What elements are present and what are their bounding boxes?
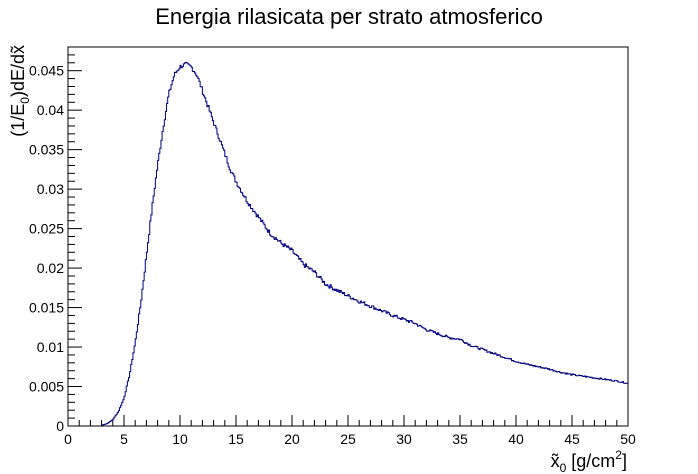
x-axis-label: x̃0 [g/cm2] <box>551 448 627 474</box>
x-tick-label: 20 <box>284 431 300 447</box>
x-axis-label-end: ] <box>622 451 627 471</box>
y-tick-label: 0.04 <box>37 102 64 118</box>
y-axis-label: (1/E0)dE/dx̃ <box>8 45 32 137</box>
x-tick-label: 15 <box>228 431 244 447</box>
y-tick-label: 0.045 <box>29 63 64 79</box>
y-tick-label: 0.015 <box>29 300 64 316</box>
y-tick-label: 0.025 <box>29 221 64 237</box>
x-axis-label-main: x̃ <box>551 451 560 471</box>
y-tick-label: 0.03 <box>37 181 64 197</box>
x-tick-label: 40 <box>508 431 524 447</box>
series-group <box>101 61 628 426</box>
x-axis-label-sub: 0 <box>560 461 567 474</box>
x-tick-label: 10 <box>172 431 188 447</box>
x-tick-label: 45 <box>564 431 580 447</box>
x-axis-label-rest: [g/cm <box>566 451 615 471</box>
y-axis: 0 0.005 0.01 0.015 0.02 0.025 0.03 0.035 0.04 0.0… <box>29 46 82 434</box>
x-tick-label: 50 <box>620 431 636 447</box>
y-axis-label-pre: (1/E <box>8 104 28 137</box>
chart-title: Energia rilasicata per strato atmosferic… <box>155 4 543 29</box>
y-tick-label: 0.01 <box>37 339 64 355</box>
x-axis: 0 5 10 15 20 25 30 35 40 45 50 <box>64 415 636 447</box>
y-tick-label: 0.005 <box>29 379 64 395</box>
x-tick-label: 0 <box>64 431 72 447</box>
y-tick-label: 0.035 <box>29 142 64 158</box>
x-tick-label: 30 <box>396 431 412 447</box>
x-tick-label: 5 <box>120 431 128 447</box>
y-axis-label-sub: 0 <box>18 97 32 104</box>
plot-frame <box>67 46 629 427</box>
x-tick-label: 35 <box>452 431 468 447</box>
histogram-line <box>101 61 628 426</box>
x-axis-label-sup: 2 <box>615 448 622 462</box>
x-tick-label: 25 <box>340 431 356 447</box>
y-tick-label: 0 <box>56 418 64 434</box>
y-axis-label-post: )dE/dx̃ <box>8 45 28 97</box>
y-tick-label: 0.02 <box>37 260 64 276</box>
plot-area-border <box>67 46 629 427</box>
